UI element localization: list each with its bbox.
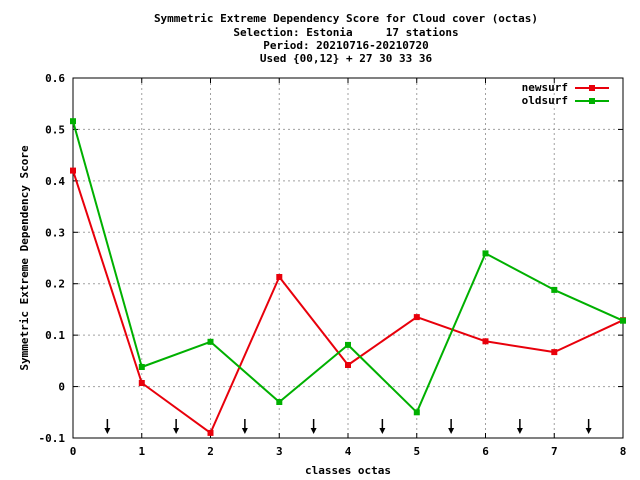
- y-tick-label: 0.6: [45, 72, 65, 85]
- arrow-marker: [104, 419, 111, 434]
- data-point-newsurf: [207, 429, 214, 436]
- data-point-oldsurf: [276, 399, 283, 405]
- arrow-marker: [241, 419, 248, 434]
- arrow-markers: [104, 419, 592, 434]
- y-tick-label: 0: [58, 381, 65, 394]
- axis-ticks: [72, 77, 624, 439]
- x-tick-label: 0: [70, 445, 77, 458]
- legend: newsurf oldsurf: [522, 81, 609, 107]
- data-point-oldsurf: [207, 338, 214, 345]
- series-newsurf: [70, 167, 626, 436]
- x-tick-label: 5: [413, 445, 420, 458]
- arrow-marker: [310, 419, 317, 434]
- title-line-1: Symmetric Extreme Dependency Score for C…: [154, 12, 538, 25]
- x-tick-label: 7: [551, 445, 558, 458]
- arrow-marker: [585, 419, 592, 434]
- chart-title: Symmetric Extreme Dependency Score for C…: [154, 12, 538, 65]
- data-point-oldsurf: [138, 364, 145, 370]
- data-point-newsurf: [482, 338, 489, 345]
- title-line-2: Selection: Estonia 17 stations: [233, 26, 458, 39]
- data-point-oldsurf: [345, 341, 351, 348]
- data-point-newsurf: [276, 274, 283, 280]
- data-point-oldsurf: [482, 250, 489, 257]
- arrow-marker: [448, 419, 455, 434]
- x-tick-label: 8: [620, 445, 627, 458]
- y-tick-label: 0.1: [45, 329, 65, 342]
- x-axis-label: classes octas: [305, 464, 391, 477]
- y-tick-label: 0.4: [45, 175, 65, 188]
- data-point-oldsurf: [413, 409, 420, 416]
- title-line-4: Used {00,12} + 27 30 33 36: [260, 52, 433, 65]
- x-tick-label: 6: [482, 445, 489, 458]
- series-oldsurf: [70, 118, 626, 416]
- x-tick-label: 2: [207, 445, 214, 458]
- legend-marker-oldsurf: [589, 98, 595, 104]
- arrow-marker: [516, 419, 523, 434]
- arrow-marker: [173, 419, 180, 434]
- x-tick-label: 4: [345, 445, 352, 458]
- y-tick-label: -0.1: [39, 432, 66, 445]
- data-series: [70, 118, 626, 436]
- data-point-newsurf: [345, 362, 351, 368]
- data-point-oldsurf: [70, 118, 76, 125]
- title-line-3: Period: 20210716-20210720: [263, 39, 429, 52]
- data-point-newsurf: [138, 380, 145, 386]
- arrow-marker: [379, 419, 386, 434]
- y-axis-label: Symmetric Extreme Dependency Score: [18, 145, 31, 371]
- grid-lines: [73, 78, 623, 438]
- data-point-newsurf: [551, 349, 558, 356]
- x-tick-labels: 0 1 2 3 4 5 6 7 8: [70, 445, 627, 458]
- x-tick-label: 1: [138, 445, 145, 458]
- y-tick-labels: -0.1 0 0.1 0.2 0.3 0.4 0.5 0.6: [39, 72, 66, 445]
- x-tick-label: 3: [276, 445, 283, 458]
- data-point-newsurf: [70, 167, 76, 174]
- legend-label-oldsurf: oldsurf: [522, 94, 568, 107]
- legend-label-newsurf: newsurf: [522, 81, 568, 94]
- legend-marker-newsurf: [589, 85, 595, 91]
- y-tick-label: 0.2: [45, 278, 65, 291]
- data-point-oldsurf: [551, 286, 558, 293]
- data-point-newsurf: [413, 314, 420, 321]
- data-point-oldsurf: [620, 317, 626, 324]
- y-tick-label: 0.5: [45, 123, 65, 136]
- y-tick-label: 0.3: [45, 226, 65, 239]
